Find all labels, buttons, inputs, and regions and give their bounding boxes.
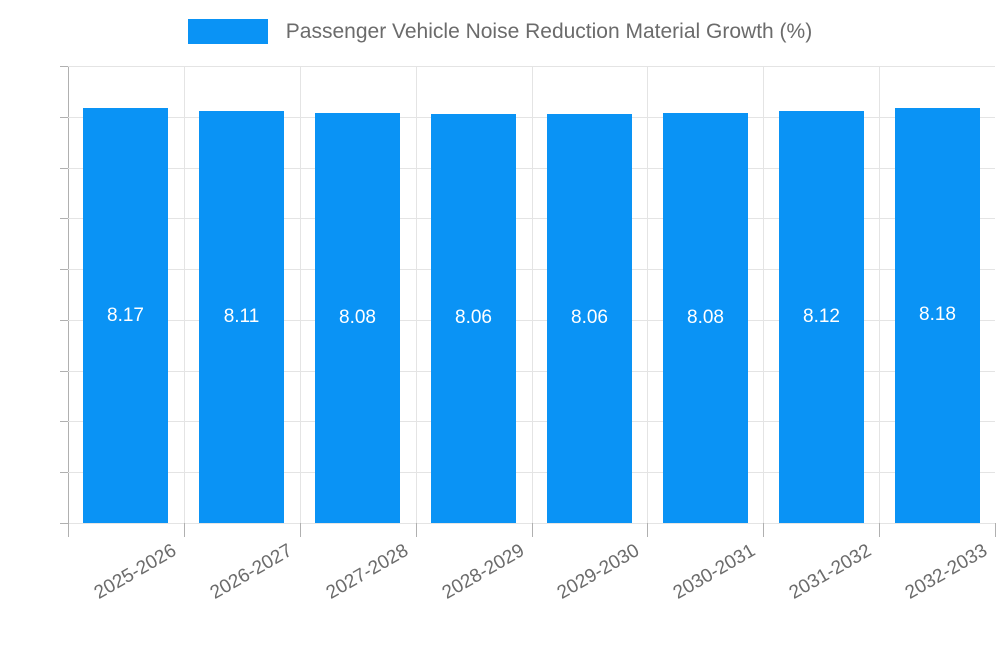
chart-legend: Passenger Vehicle Noise Reduction Materi…	[0, 14, 1000, 48]
x-axis-tick-mark	[300, 523, 301, 537]
gridline-x	[763, 66, 764, 523]
bar-value-label: 8.17	[107, 304, 144, 326]
gridline-x	[647, 66, 648, 523]
y-axis-tick-mark	[60, 167, 68, 169]
bar[interactable]: 8.08	[315, 112, 400, 523]
bar-value-label: 8.12	[803, 305, 840, 327]
y-axis-tick-mark	[60, 269, 68, 271]
gridline-y	[68, 66, 995, 67]
y-axis-tick-mark	[60, 116, 68, 118]
x-axis-tick-mark	[184, 523, 185, 537]
bar-chart: Passenger Vehicle Noise Reduction Materi…	[0, 14, 1000, 604]
y-axis-tick-mark	[60, 523, 68, 524]
gridline-x	[184, 66, 185, 523]
bar[interactable]: 8.06	[431, 113, 516, 523]
gridline-x	[300, 66, 301, 523]
legend-item-0[interactable]: Passenger Vehicle Noise Reduction Materi…	[187, 18, 813, 44]
bar[interactable]: 8.08	[663, 112, 748, 523]
y-axis-tick-mark	[60, 319, 68, 321]
y-axis-tick-mark	[60, 421, 68, 423]
gridline-y	[68, 523, 995, 524]
legend-color-swatch-icon	[187, 18, 268, 44]
gridline-x	[532, 66, 533, 523]
x-axis-tick-mark	[647, 523, 648, 537]
bar-value-label: 8.08	[687, 306, 724, 328]
bar-value-label: 8.11	[223, 306, 260, 328]
plot-area: 8.17 8.11 8.08 8.06 8.06 8.08 8.12 8.18	[68, 66, 995, 524]
gridline-x	[879, 66, 880, 523]
bar-value-label: 8.08	[339, 306, 376, 328]
bar[interactable]: 8.06	[547, 113, 632, 523]
legend-item-label: Passenger Vehicle Noise Reduction Materi…	[285, 19, 813, 43]
x-axis-tick-mark	[763, 523, 764, 537]
gridline-y	[68, 472, 995, 474]
y-axis-tick-mark	[60, 218, 68, 220]
y-axis-tick-mark	[60, 472, 68, 474]
gridline-y	[68, 421, 995, 423]
x-axis-tick-mark	[995, 523, 996, 537]
gridline-y	[68, 167, 995, 169]
bar[interactable]: 8.11	[199, 111, 284, 523]
gridline-x	[416, 66, 417, 523]
x-axis-tick-mark	[68, 523, 69, 537]
x-axis-tick-mark	[532, 523, 533, 537]
bar-value-label: 8.06	[455, 307, 492, 329]
bar-value-label: 8.06	[571, 307, 608, 329]
bar[interactable]: 8.12	[779, 110, 864, 523]
gridline-y	[68, 218, 995, 220]
y-axis-tick-mark	[60, 370, 68, 372]
gridline-y	[68, 319, 995, 321]
x-axis-tick-mark	[416, 523, 417, 537]
bar-value-label: 8.18	[919, 304, 956, 326]
gridline-y	[68, 269, 995, 271]
bar[interactable]: 8.18	[895, 107, 980, 523]
x-axis-tick-mark	[879, 523, 880, 537]
y-axis-tick-mark	[60, 66, 68, 67]
y-axis-line	[68, 66, 69, 524]
gridline-y	[68, 370, 995, 372]
gridline-y	[68, 116, 995, 118]
bar[interactable]: 8.17	[83, 108, 168, 523]
